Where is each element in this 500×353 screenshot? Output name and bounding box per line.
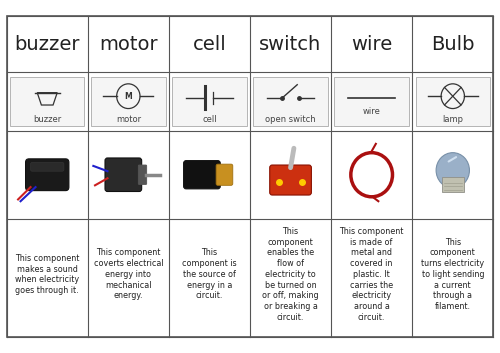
Text: cell: cell bbox=[192, 35, 226, 54]
Text: buzzer: buzzer bbox=[14, 35, 80, 54]
FancyBboxPatch shape bbox=[270, 165, 312, 195]
Text: cell: cell bbox=[202, 115, 217, 124]
FancyBboxPatch shape bbox=[442, 176, 464, 191]
FancyBboxPatch shape bbox=[413, 131, 492, 218]
FancyBboxPatch shape bbox=[170, 131, 249, 218]
FancyBboxPatch shape bbox=[138, 165, 146, 184]
Circle shape bbox=[362, 164, 382, 185]
FancyBboxPatch shape bbox=[334, 77, 409, 126]
Text: lamp: lamp bbox=[442, 115, 464, 124]
FancyBboxPatch shape bbox=[8, 131, 87, 218]
FancyBboxPatch shape bbox=[10, 77, 85, 126]
FancyBboxPatch shape bbox=[172, 77, 246, 126]
Text: Bulb: Bulb bbox=[431, 35, 474, 54]
Text: This
component is
the source of
energy in a
circuit.: This component is the source of energy i… bbox=[182, 249, 237, 300]
FancyBboxPatch shape bbox=[332, 131, 411, 218]
Text: switch: switch bbox=[260, 35, 322, 54]
Text: motor: motor bbox=[99, 35, 158, 54]
FancyBboxPatch shape bbox=[91, 77, 166, 126]
Text: This component
makes a sound
when electricity
goes through it.: This component makes a sound when electr… bbox=[15, 254, 80, 295]
FancyBboxPatch shape bbox=[184, 161, 220, 189]
Text: This
component
turns electricity
to light sending
a current
through a
filament.: This component turns electricity to ligh… bbox=[421, 238, 484, 311]
Text: motor: motor bbox=[116, 115, 141, 124]
FancyBboxPatch shape bbox=[251, 131, 330, 218]
Text: open switch: open switch bbox=[265, 115, 316, 124]
Text: This component
coverts electrical
energy into
mechanical
energy.: This component coverts electrical energy… bbox=[94, 249, 163, 300]
FancyBboxPatch shape bbox=[26, 159, 69, 191]
Text: This
component
enables the
flow of
electricity to
be turned on
or off, making
or: This component enables the flow of elect… bbox=[262, 227, 319, 322]
Text: wire: wire bbox=[362, 107, 380, 116]
Text: This component
is made of
metal and
covered in
plastic. It
carries the
electrici: This component is made of metal and cove… bbox=[340, 227, 404, 322]
FancyBboxPatch shape bbox=[105, 158, 142, 191]
FancyBboxPatch shape bbox=[216, 164, 233, 185]
Text: wire: wire bbox=[351, 35, 393, 54]
Text: M: M bbox=[124, 92, 132, 101]
FancyBboxPatch shape bbox=[416, 77, 490, 126]
Text: buzzer: buzzer bbox=[33, 115, 62, 124]
FancyBboxPatch shape bbox=[6, 16, 494, 337]
FancyBboxPatch shape bbox=[254, 77, 328, 126]
FancyBboxPatch shape bbox=[88, 131, 168, 218]
FancyBboxPatch shape bbox=[30, 162, 64, 171]
Circle shape bbox=[436, 152, 470, 188]
